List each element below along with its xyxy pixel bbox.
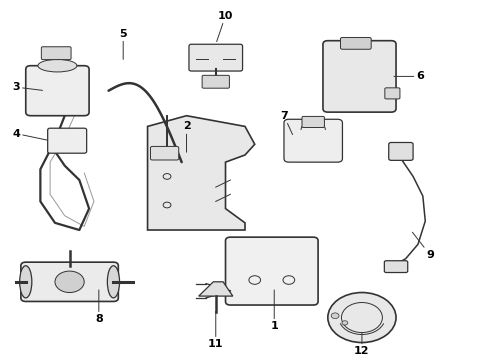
Text: 11: 11	[208, 311, 223, 349]
FancyBboxPatch shape	[189, 44, 243, 71]
Text: 12: 12	[354, 333, 369, 356]
FancyBboxPatch shape	[202, 75, 229, 88]
Ellipse shape	[107, 266, 120, 298]
Text: 8: 8	[95, 290, 103, 324]
FancyBboxPatch shape	[150, 147, 179, 160]
FancyBboxPatch shape	[284, 119, 343, 162]
FancyBboxPatch shape	[389, 143, 413, 160]
FancyBboxPatch shape	[225, 237, 318, 305]
Text: 6: 6	[394, 71, 424, 81]
Circle shape	[342, 321, 348, 325]
Text: 3: 3	[12, 82, 43, 92]
FancyBboxPatch shape	[385, 88, 400, 99]
Ellipse shape	[38, 59, 77, 72]
Text: 10: 10	[217, 11, 233, 42]
Text: 2: 2	[183, 121, 191, 152]
Ellipse shape	[20, 266, 32, 298]
Circle shape	[55, 271, 84, 293]
Text: 9: 9	[413, 232, 434, 260]
FancyBboxPatch shape	[48, 128, 87, 153]
FancyBboxPatch shape	[341, 37, 371, 49]
Text: 7: 7	[280, 111, 293, 135]
Circle shape	[328, 293, 396, 342]
Polygon shape	[147, 116, 255, 230]
FancyBboxPatch shape	[384, 261, 408, 273]
Text: 4: 4	[12, 129, 48, 140]
Polygon shape	[199, 282, 233, 296]
Circle shape	[331, 313, 339, 319]
Text: 5: 5	[120, 28, 127, 59]
FancyBboxPatch shape	[41, 47, 71, 60]
Text: 1: 1	[270, 290, 278, 332]
FancyBboxPatch shape	[323, 41, 396, 112]
FancyBboxPatch shape	[26, 66, 89, 116]
FancyBboxPatch shape	[302, 116, 324, 127]
FancyBboxPatch shape	[21, 262, 118, 301]
